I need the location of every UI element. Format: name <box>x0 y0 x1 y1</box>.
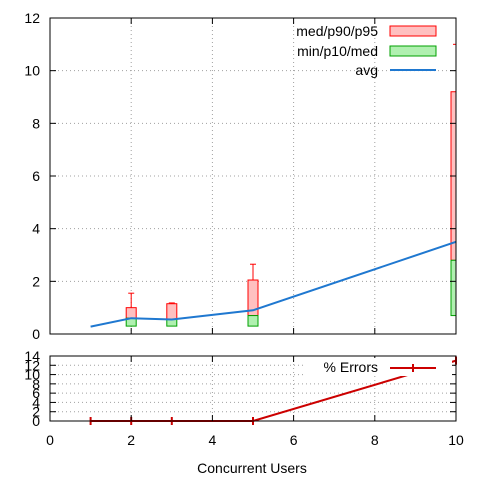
top-y-tick-label: 10 <box>24 63 40 79</box>
legend-label-errors: % Errors <box>324 359 378 375</box>
top-chart-grid <box>50 18 456 334</box>
bottom-y-tick-label: 2 <box>32 404 40 420</box>
bottom-y-tick-label: 0 <box>32 413 40 429</box>
top-y-tick-label: 12 <box>24 10 40 26</box>
bottom-legend: % Errors <box>304 358 452 376</box>
top-y-tick-label: 0 <box>32 326 40 342</box>
x-axis-label: Concurrent Users <box>197 460 307 476</box>
x-tick-label: 0 <box>46 432 54 448</box>
x-tick-label: 6 <box>290 432 298 448</box>
bottom-y-tick-label: 14 <box>24 348 40 364</box>
legend-label-avg: avg <box>355 62 378 78</box>
box-med-p90 <box>166 303 178 321</box>
bottom-chart-grid <box>50 356 456 421</box>
bottom-plot-frame <box>49 355 457 422</box>
avg-line <box>90 240 457 328</box>
x-tick-label: 10 <box>448 432 464 448</box>
bottom-y-tick-label: 12 <box>24 357 40 373</box>
x-tick-label: 4 <box>209 432 217 448</box>
x-tick-label: 8 <box>371 432 379 448</box>
bottom-y-tick-label: 8 <box>32 376 40 392</box>
box-p10-med <box>450 259 457 317</box>
top-y-tick-label: 4 <box>32 221 40 237</box>
bottom-y-tick-label: 6 <box>32 385 40 401</box>
legend-label-min-p10-med: min/p10/med <box>297 43 378 59</box>
legend-label-med-p90-p95: med/p90/p95 <box>296 23 378 39</box>
box-med-p90 <box>125 307 137 319</box>
bottom-y-tick-label: 4 <box>32 394 40 410</box>
legend-swatch-med-p90-p95 <box>389 25 437 37</box>
legend-swatch-min-p10-med <box>389 45 437 57</box>
bottom-y-tick-label: 10 <box>24 367 40 383</box>
top-y-tick-label: 8 <box>32 115 40 131</box>
top-y-tick-label: 2 <box>32 273 40 289</box>
top-chart-axes: 0 2 4 6 8 10 12 <box>24 10 457 342</box>
box-p10-med <box>247 315 259 327</box>
top-legend: med/p90/p95 min/p10/med avg <box>296 23 437 78</box>
x-tick-label: 2 <box>127 432 135 448</box>
bottom-legend-background <box>304 358 452 376</box>
top-y-tick-label: 6 <box>32 168 40 184</box>
top-chart-marks <box>90 43 457 328</box>
